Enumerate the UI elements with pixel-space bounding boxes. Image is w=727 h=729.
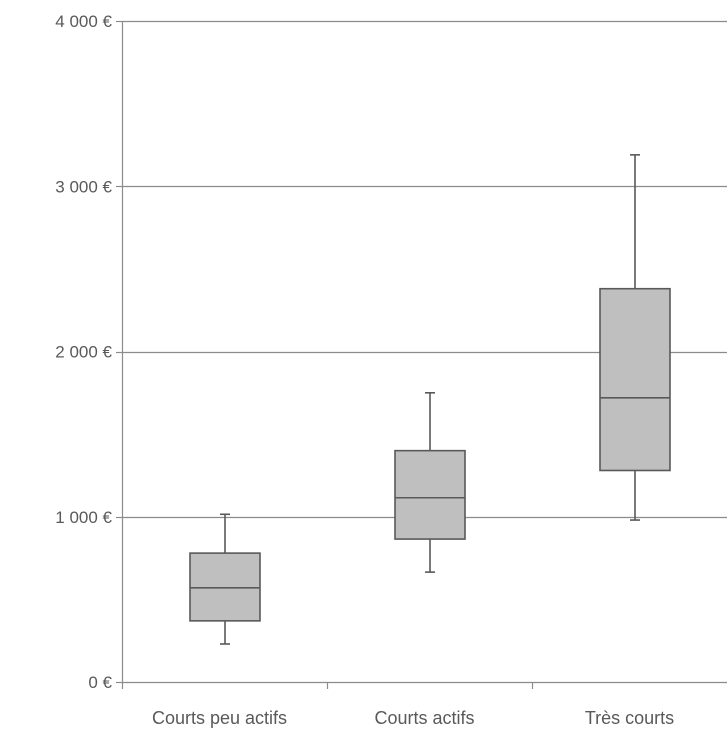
box-series [189, 154, 671, 645]
box-iqr [394, 449, 466, 540]
y-axis-labels: 0 € 1 000 € 2 000 € 3 000 € 4 000 € [55, 12, 112, 692]
box-iqr [189, 552, 261, 622]
axes [116, 20, 727, 689]
y-tick-label: 1 000 € [55, 508, 112, 527]
y-tick-label: 3 000 € [55, 177, 112, 196]
x-category-label: Très courts [585, 708, 674, 728]
box-1 [189, 513, 261, 645]
box-iqr [599, 287, 671, 472]
y-tick-label: 4 000 € [55, 12, 112, 31]
x-category-label: Courts peu actifs [152, 708, 287, 728]
box-2 [394, 392, 466, 573]
x-category-label: Courts actifs [374, 708, 474, 728]
x-axis-labels: Courts peu actifs Courts actifs Très court… [152, 708, 674, 728]
y-tick-label: 2 000 € [55, 343, 112, 362]
y-tick-label: 0 € [88, 673, 112, 692]
box-3 [599, 154, 671, 521]
